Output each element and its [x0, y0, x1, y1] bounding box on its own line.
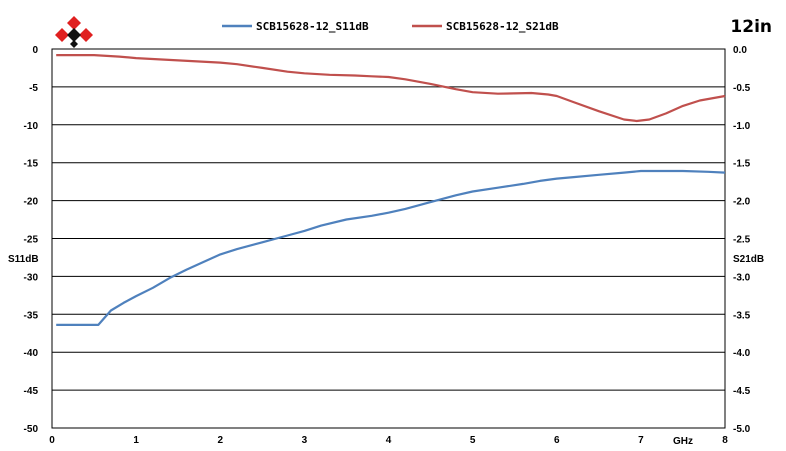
grid — [52, 48, 725, 429]
y-tick-right: -1.0 — [733, 121, 751, 132]
x-tick: 3 — [302, 435, 308, 446]
length-badge: 12in — [730, 17, 772, 37]
y-tick-left: 0 — [32, 45, 38, 56]
x-axis-label: GHz — [673, 436, 693, 447]
y-tick-right: -3.0 — [733, 272, 751, 283]
y-tick-left: -20 — [24, 197, 39, 208]
x-tick: 2 — [217, 435, 223, 446]
y-tick-right: -5.0 — [733, 424, 751, 435]
y-tick-left: -30 — [24, 272, 39, 283]
legend-label-s11: SCB15628-12_S11dB — [256, 20, 369, 33]
plot-frame — [51, 48, 726, 429]
x-tick: 1 — [133, 435, 139, 446]
logo-diamond-center — [67, 28, 81, 42]
series-line-s21 — [56, 53, 726, 123]
y-axis-left: 0 -5 -10 -15 -20 -25 -30 -35 -40 -45 -50 — [24, 45, 39, 435]
x-axis: 0 1 2 3 4 5 6 7 8 — [49, 435, 728, 446]
x-tick: 4 — [386, 435, 392, 446]
y-tick-left: -15 — [24, 159, 39, 170]
series-line-s11 — [56, 169, 726, 326]
logo-diamond-left — [55, 28, 69, 42]
logo-diamond-right — [79, 28, 93, 42]
y-axis-right-label: S21dB — [733, 254, 764, 265]
x-tick: 8 — [722, 435, 728, 446]
y-tick-left: -40 — [24, 348, 39, 359]
legend-label-s21: SCB15628-12_S21dB — [446, 20, 559, 33]
y-tick-right: -0.5 — [733, 83, 751, 94]
y-tick-right: -2.5 — [733, 235, 751, 246]
x-tick: 7 — [638, 435, 644, 446]
x-tick: 5 — [470, 435, 476, 446]
y-tick-left: -45 — [24, 386, 39, 397]
y-tick-left: -35 — [24, 310, 39, 321]
y-tick-right: -4.5 — [733, 386, 751, 397]
logo-diamond-top — [67, 16, 81, 30]
y-axis-left-label: S11dB — [8, 254, 39, 265]
legend: SCB15628-12_S11dB SCB15628-12_S21dB — [222, 20, 559, 33]
y-tick-right: -4.0 — [733, 348, 751, 359]
y-tick-right: -2.0 — [733, 197, 751, 208]
y-tick-right: -3.5 — [733, 310, 751, 321]
y-tick-left: -10 — [24, 121, 39, 132]
logo-diamond-bottom — [70, 40, 78, 48]
y-axis-right: 0.0 -0.5 -1.0 -1.5 -2.0 -2.5 -3.0 -3.5 -4.0 -4.5 -… — [733, 45, 751, 435]
brand-logo — [55, 16, 93, 48]
y-tick-left: -25 — [24, 235, 39, 246]
y-tick-left: -5 — [29, 83, 38, 94]
y-tick-right: 0.0 — [733, 45, 747, 56]
x-tick: 0 — [49, 435, 55, 446]
y-tick-right: -1.5 — [733, 159, 751, 170]
y-tick-left: -50 — [24, 424, 39, 435]
series-group — [56, 53, 726, 326]
x-tick: 6 — [554, 435, 560, 446]
